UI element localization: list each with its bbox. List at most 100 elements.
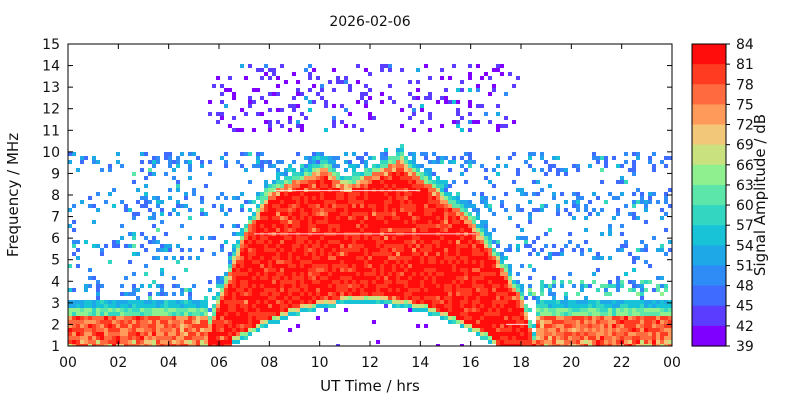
heatmap-cell bbox=[636, 256, 640, 260]
heatmap-cell bbox=[240, 280, 244, 284]
y-tick-label: 3 bbox=[51, 296, 60, 312]
heatmap-cell bbox=[412, 216, 416, 220]
heatmap-cell bbox=[420, 216, 424, 220]
heatmap-cell bbox=[184, 196, 188, 200]
heatmap-cell bbox=[540, 280, 544, 284]
heatmap-cell bbox=[448, 100, 452, 104]
heatmap-cell bbox=[620, 284, 624, 288]
heatmap-cell bbox=[592, 328, 596, 332]
heatmap-cell bbox=[272, 192, 276, 196]
heatmap-cell bbox=[148, 332, 152, 336]
heatmap-cell bbox=[648, 340, 652, 344]
heatmap-cell bbox=[516, 188, 520, 192]
heatmap-cell bbox=[576, 332, 580, 336]
heatmap-cell bbox=[252, 300, 256, 304]
heatmap-cell bbox=[172, 256, 176, 260]
heatmap-cell bbox=[596, 308, 600, 312]
heatmap-cell bbox=[392, 196, 396, 200]
heatmap-cell bbox=[320, 304, 324, 308]
heatmap-cell bbox=[540, 284, 544, 288]
heatmap-cell bbox=[100, 252, 104, 256]
heatmap-cell bbox=[432, 196, 436, 200]
heatmap-cell bbox=[336, 228, 340, 232]
heatmap-cell bbox=[616, 164, 620, 168]
heatmap-cell bbox=[108, 320, 112, 324]
heatmap-cell bbox=[552, 320, 556, 324]
heatmap-cell bbox=[584, 284, 588, 288]
heatmap-cell bbox=[644, 280, 648, 284]
colorbar-band bbox=[692, 64, 726, 85]
heatmap-cell bbox=[272, 228, 276, 232]
heatmap-cell bbox=[256, 268, 260, 272]
heatmap-cell bbox=[368, 188, 372, 192]
heatmap-cell bbox=[292, 188, 296, 192]
heatmap-cell bbox=[344, 168, 348, 172]
heatmap-cell bbox=[664, 324, 668, 328]
heatmap-cell bbox=[112, 244, 116, 248]
heatmap-cell bbox=[592, 156, 596, 160]
heatmap-cell bbox=[112, 328, 116, 332]
heatmap-cell bbox=[152, 172, 156, 176]
heatmap-cell bbox=[420, 220, 424, 224]
heatmap-cell bbox=[376, 248, 380, 252]
heatmap-cell bbox=[348, 184, 352, 188]
heatmap-cell bbox=[388, 200, 392, 204]
heatmap-cell bbox=[284, 248, 288, 252]
heatmap-cell bbox=[396, 176, 400, 180]
heatmap-cell bbox=[232, 92, 236, 96]
heatmap-cell bbox=[124, 328, 128, 332]
heatmap-cell bbox=[308, 256, 312, 260]
heatmap-cell bbox=[388, 164, 392, 168]
heatmap-cell bbox=[172, 284, 176, 288]
heatmap-cell bbox=[332, 196, 336, 200]
heatmap-cell bbox=[264, 248, 268, 252]
heatmap-cell bbox=[308, 276, 312, 280]
heatmap-cell bbox=[660, 312, 664, 316]
heatmap-cell bbox=[620, 316, 624, 320]
colorbar-band bbox=[692, 205, 726, 226]
heatmap-cell bbox=[476, 120, 480, 124]
heatmap-cell bbox=[140, 300, 144, 304]
heatmap-cell bbox=[508, 72, 512, 76]
heatmap-cell bbox=[256, 112, 260, 116]
heatmap-cell bbox=[576, 192, 580, 196]
heatmap-cell bbox=[292, 236, 296, 240]
heatmap-cell bbox=[392, 228, 396, 232]
heatmap-cell bbox=[260, 220, 264, 224]
heatmap-cell bbox=[452, 280, 456, 284]
heatmap-cell bbox=[300, 92, 304, 96]
heatmap-cell bbox=[332, 204, 336, 208]
heatmap-cell bbox=[292, 312, 296, 316]
heatmap-cell bbox=[440, 244, 444, 248]
heatmap-cell bbox=[68, 324, 72, 328]
heatmap-cell bbox=[524, 328, 528, 332]
heatmap-cell bbox=[340, 176, 344, 180]
heatmap-cell bbox=[508, 324, 512, 328]
heatmap-cell bbox=[584, 304, 588, 308]
heatmap-cell bbox=[316, 220, 320, 224]
heatmap-cell bbox=[232, 312, 236, 316]
heatmap-cell bbox=[188, 256, 192, 260]
heatmap-cell bbox=[252, 128, 256, 132]
heatmap-cell bbox=[372, 116, 376, 120]
heatmap-cell bbox=[292, 172, 296, 176]
heatmap-cell bbox=[360, 260, 364, 264]
heatmap-cell bbox=[268, 252, 272, 256]
heatmap-cell bbox=[400, 300, 404, 304]
heatmap-cell bbox=[448, 228, 452, 232]
heatmap-cell bbox=[344, 264, 348, 268]
heatmap-cell bbox=[396, 148, 400, 152]
heatmap-cell bbox=[388, 292, 392, 296]
heatmap-cell bbox=[404, 248, 408, 252]
heatmap-cell bbox=[404, 160, 408, 164]
heatmap-cell bbox=[296, 88, 300, 92]
heatmap-cell bbox=[400, 284, 404, 288]
heatmap-cell bbox=[88, 324, 92, 328]
heatmap-cell bbox=[652, 288, 656, 292]
heatmap-cell bbox=[564, 300, 568, 304]
heatmap-cell bbox=[332, 124, 336, 128]
heatmap-cell bbox=[468, 240, 472, 244]
heatmap-cell bbox=[608, 340, 612, 344]
heatmap-layer bbox=[68, 64, 672, 346]
heatmap-cell bbox=[624, 324, 628, 328]
